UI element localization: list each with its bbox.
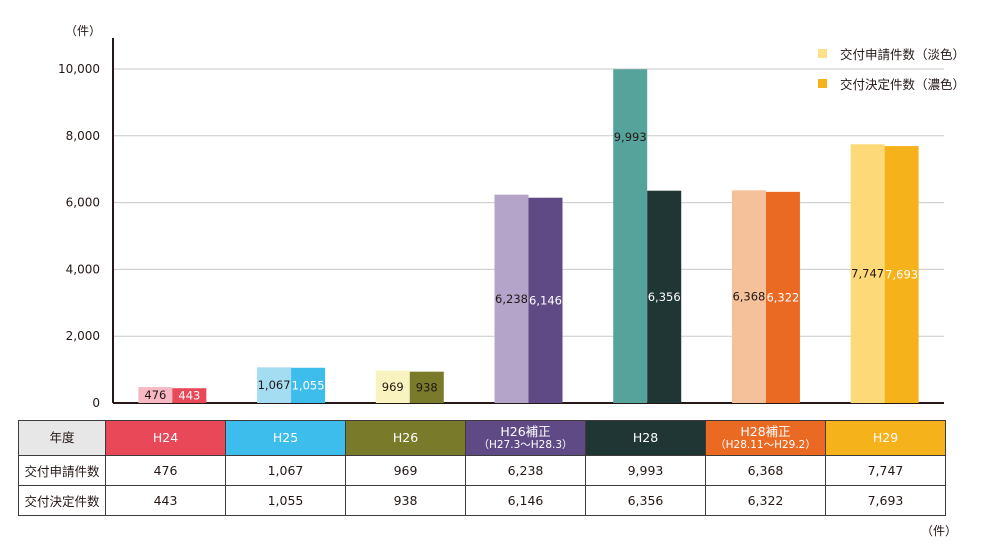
bar-value-label: 1,055	[292, 378, 325, 392]
y-axis-unit: （件）	[65, 24, 102, 38]
bar-value-label: 6,368	[732, 290, 765, 304]
table-cell: 7,747	[825, 455, 946, 486]
table-cell: 9,993	[585, 455, 706, 486]
y-tick-label: 2,000	[66, 329, 100, 343]
bar-value-label: 6,238	[495, 292, 528, 306]
table-cell: 938	[345, 485, 466, 516]
table-year-cell: H28補正 （H28.11～H29.2）	[705, 420, 826, 456]
table-row-year: 年度 H24 H25 H26 H26補正 （H27.3～H28.3） H28 H2…	[18, 420, 946, 456]
bar-value-label: 938	[416, 380, 438, 394]
table-cell: 6,322	[705, 485, 826, 516]
table-year-cell: H24	[105, 420, 226, 456]
year-period: （H28.11～H29.2）	[715, 439, 816, 452]
table-cell: 1,055	[225, 485, 346, 516]
table-cell: 6,368	[705, 455, 826, 486]
table-cell: 443	[105, 485, 226, 516]
table-cell: 6,356	[585, 485, 706, 516]
bar	[647, 190, 682, 403]
table-year-cell: H26補正 （H27.3～H28.3）	[465, 420, 586, 456]
year-label: H26	[392, 429, 419, 445]
y-tick-label: 4,000	[66, 262, 100, 276]
bar	[257, 367, 292, 403]
bar	[138, 387, 173, 403]
table-cell: 476	[105, 455, 226, 486]
table-rowhead-applied: 交付申請件数	[18, 455, 106, 486]
table-rowhead-decided: 交付決定件数	[18, 485, 106, 516]
bar	[528, 197, 563, 403]
y-tick-label: 8,000	[66, 129, 100, 143]
y-tick-label: 6,000	[66, 196, 100, 210]
table-unit: （件）	[921, 524, 958, 538]
bar-value-label: 9,993	[614, 130, 647, 144]
legend-item-applied: 交付申請件数（淡色）	[818, 38, 965, 68]
table-cell: 7,693	[825, 485, 946, 516]
year-label: H29	[872, 429, 899, 445]
bar-chart: 0 2,000 4,000 6,000 8,000 10,000 476 443 1,067 1,…	[58, 38, 944, 410]
legend-item-decided: 交付決定件数（濃色）	[818, 68, 965, 98]
bar	[731, 190, 766, 403]
bar-value-label: 7,693	[885, 268, 918, 282]
table-year-cell: H26	[345, 420, 466, 456]
bar	[884, 146, 919, 403]
table-cell: 969	[345, 455, 466, 486]
bar-value-label: 6,322	[766, 290, 799, 304]
table-rowhead-year: 年度	[18, 420, 106, 456]
y-tick-label: 0	[92, 396, 100, 410]
table-row-decided: 交付決定件数 443 1,055 938 6,146 6,356 6,322 7…	[18, 485, 946, 516]
bar	[765, 191, 800, 403]
bar-value-label: 969	[382, 380, 404, 394]
legend-swatch-applied	[818, 48, 827, 58]
table-year-cell: H25	[225, 420, 346, 456]
legend: 交付申請件数（淡色） 交付決定件数（濃色）	[818, 38, 965, 98]
bar	[375, 370, 410, 403]
legend-label-decided: 交付決定件数（濃色）	[840, 76, 966, 92]
table-row-applied: 交付申請件数 476 1,067 969 6,238 9,993 6,368 7…	[18, 455, 946, 486]
bar	[613, 69, 648, 404]
bar-value-label: 6,356	[648, 290, 681, 304]
table-cell: 6,238	[465, 455, 586, 486]
bar-value-label: 476	[144, 388, 166, 402]
table-cell: 6,146	[465, 485, 586, 516]
legend-swatch-decided	[818, 78, 827, 88]
legend-label-applied: 交付申請件数（淡色）	[840, 46, 966, 62]
bar-value-label: 443	[178, 389, 200, 403]
year-period: （H27.3～H28.3）	[478, 439, 573, 452]
bar	[850, 144, 885, 404]
table-cell: 1,067	[225, 455, 346, 486]
year-label: H24	[152, 429, 179, 445]
y-tick-label: 10,000	[58, 62, 100, 76]
year-label: H25	[272, 429, 299, 445]
table-year-cell: H28	[585, 420, 706, 456]
bar	[409, 371, 444, 403]
bar-value-label: 7,747	[851, 267, 884, 281]
bar	[494, 194, 529, 403]
year-label: H28	[632, 429, 659, 445]
data-table: 年度 H24 H25 H26 H26補正 （H27.3～H28.3） H28 H2…	[18, 420, 946, 516]
year-label: H28補正	[740, 423, 791, 439]
table-year-cell: H29	[825, 420, 946, 456]
bar-value-label: 6,146	[529, 293, 562, 307]
bar-value-label: 1,067	[258, 378, 291, 392]
bar	[172, 388, 207, 403]
year-label: H26補正	[500, 423, 551, 439]
bar	[291, 367, 326, 403]
